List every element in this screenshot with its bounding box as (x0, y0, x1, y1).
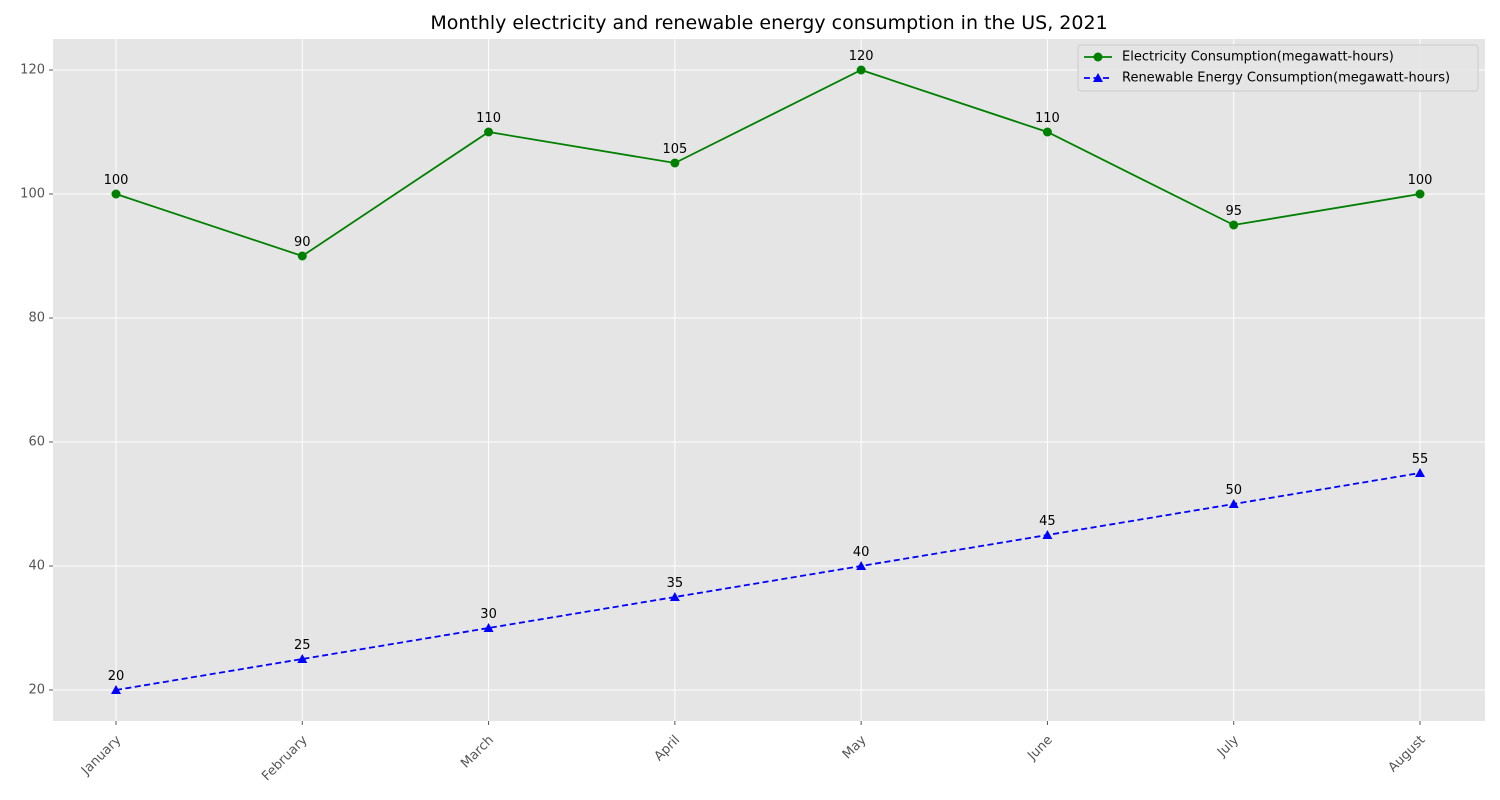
x-tick-label: May (840, 733, 870, 763)
data-label: 30 (480, 607, 497, 622)
data-point (1042, 530, 1053, 539)
x-tick-label: March (458, 733, 497, 772)
data-point (1042, 127, 1052, 137)
series-line (115, 69, 1421, 257)
plot-area (53, 39, 1485, 721)
data-point (856, 561, 867, 570)
data-label: 55 (1412, 452, 1429, 467)
data-label: 105 (662, 142, 687, 157)
y-tick-label: 40 (28, 559, 45, 574)
legend-label: Electricity Consumption(megawatt-hours) (1122, 50, 1394, 65)
data-point (483, 623, 494, 632)
data-label: 100 (1408, 173, 1433, 188)
legend-label: Renewable Energy Consumption(megawatt-ho… (1122, 71, 1450, 86)
data-label: 120 (849, 49, 874, 64)
series-1 (111, 65, 1425, 261)
data-point (1415, 468, 1425, 477)
legend-marker (1093, 52, 1103, 62)
data-point (670, 158, 680, 168)
data-label: 95 (1225, 204, 1242, 219)
x-tick-label: August (1386, 733, 1429, 776)
y-tick-label: 120 (20, 63, 45, 78)
series-2 (111, 468, 1425, 694)
data-labels: 100 90 110 105 120 110 95 100 20 25 30 35 40 45 50 55 (104, 49, 1433, 684)
data-point (484, 127, 494, 137)
legend-box (1077, 44, 1479, 92)
data-label: 40 (853, 545, 870, 560)
data-label: 20 (108, 669, 125, 684)
data-point (111, 685, 121, 694)
x-tick-label: July (1214, 733, 1242, 761)
legend-entry: Electricity Consumption(megawatt-hours) (1084, 50, 1394, 65)
data-label: 25 (294, 638, 311, 653)
data-point (297, 251, 307, 261)
y-tick-label: 100 (20, 187, 45, 202)
data-point (297, 654, 308, 663)
data-point (1415, 189, 1425, 199)
data-label: 90 (294, 235, 311, 250)
series-layer (111, 65, 1425, 694)
y-tick-label: 80 (28, 311, 45, 326)
data-label: 110 (476, 111, 501, 126)
data-point (1229, 220, 1239, 230)
legend-entry: Renewable Energy Consumption(megawatt-ho… (1084, 71, 1450, 86)
series-line (115, 472, 1421, 691)
y-tick-label: 20 (28, 683, 45, 698)
legend: Electricity Consumption(megawatt-hours) R… (1077, 44, 1479, 92)
x-tick-label: April (652, 733, 684, 765)
data-point (856, 65, 866, 75)
data-label: 45 (1039, 514, 1056, 529)
data-point (1228, 499, 1239, 508)
legend-marker (1093, 73, 1103, 82)
data-label: 110 (1035, 111, 1060, 126)
x-tick-label: February (259, 733, 311, 785)
y-tick-label: 60 (28, 435, 45, 450)
x-tick-label: June (1024, 733, 1055, 764)
data-label: 35 (667, 576, 684, 591)
data-label: 50 (1225, 483, 1242, 498)
data-label: 100 (104, 173, 129, 188)
data-point (111, 189, 121, 199)
chart-title: Monthly electricity and renewable energy… (430, 12, 1107, 34)
data-point (669, 592, 680, 601)
x-tick-label: January (78, 733, 124, 779)
